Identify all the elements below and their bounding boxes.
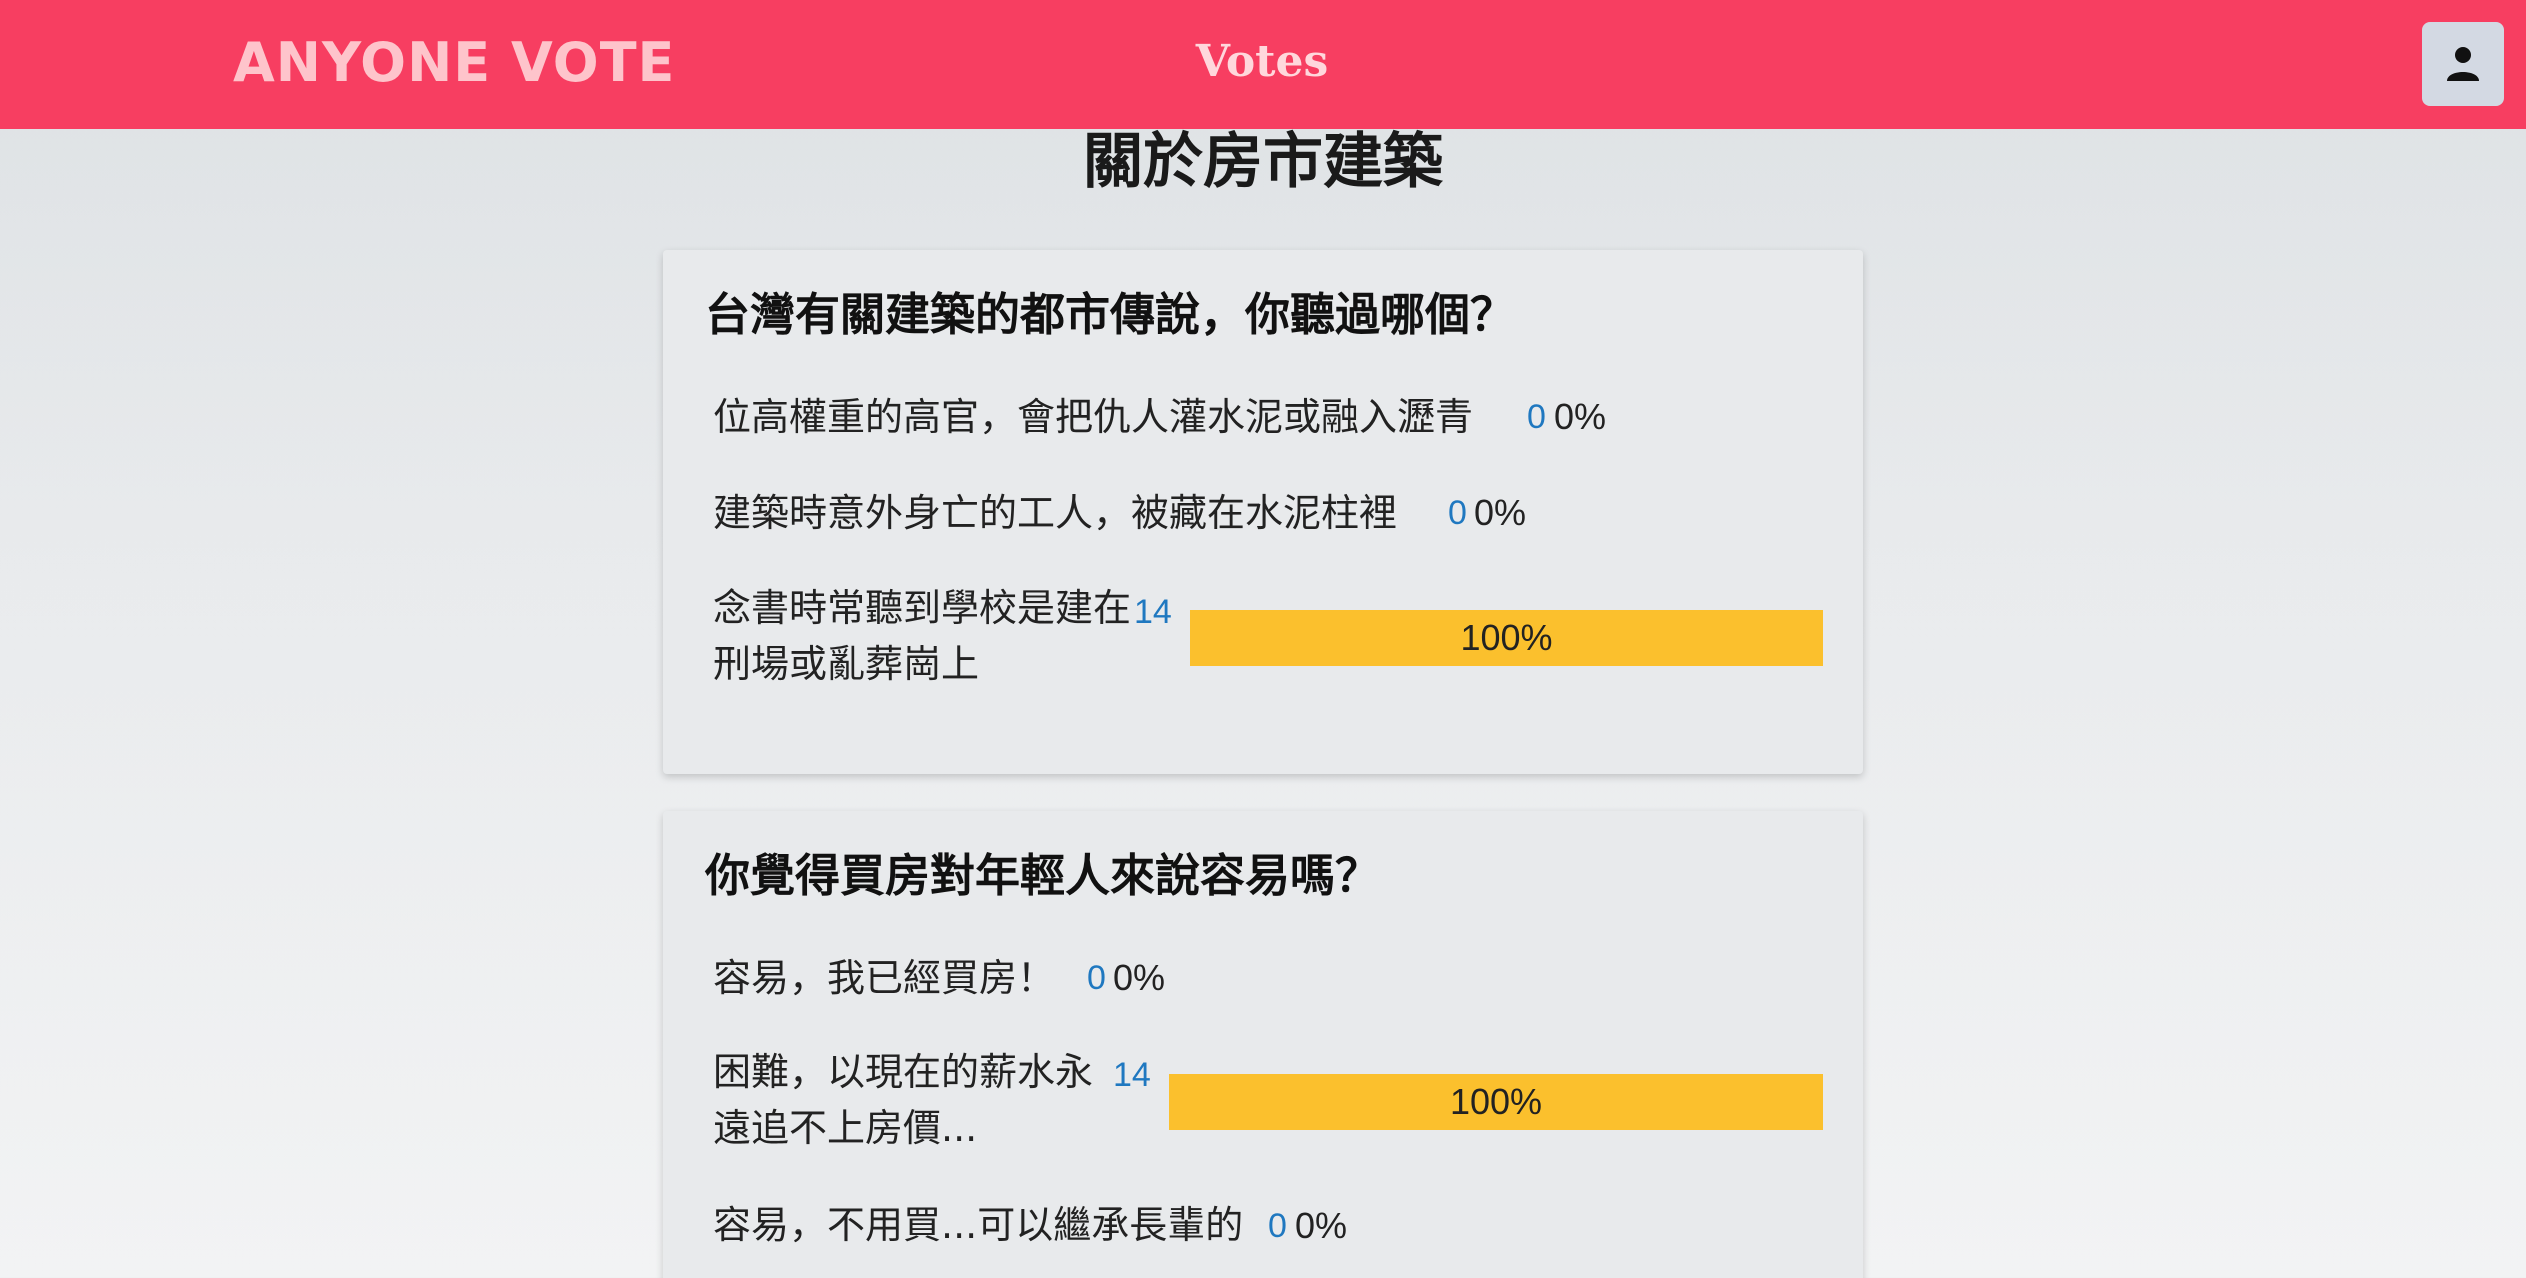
nav-votes-link[interactable]: Votes (1195, 36, 1329, 87)
brand-logo[interactable]: ANYONE VOTE (233, 31, 676, 94)
poll-option[interactable]: 念書時常聽到學校是建在刑場或亂葬崗上 (713, 580, 1133, 692)
poll-question: 台灣有關建築的都市傳說，你聽過哪個？ (705, 288, 1516, 341)
poll-option[interactable]: 容易，我已經買房！ (713, 950, 1055, 1006)
vote-percent: 0% (1113, 957, 1166, 998)
vote-bar: 100% (1169, 1074, 1823, 1130)
option-label: 容易，我已經買房！ (713, 956, 1056, 1000)
poll-question: 你覺得買房對年輕人來說容易嗎？ (705, 849, 1381, 902)
option-label: 建築時意外身亡的工人，被藏在水泥柱裡 (713, 491, 1398, 535)
bar-percent: 100% (1449, 1081, 1543, 1122)
top-navbar: ANYONE VOTE Votes (0, 0, 2526, 129)
person-icon (2447, 47, 2479, 81)
vote-count: 14 (1113, 1056, 1151, 1094)
vote-count: 0 (1448, 494, 1467, 532)
poll-card: 你覺得買房對年輕人來說容易嗎？ 容易，我已經買房！ 0 0% 困難，以現在的薪水… (663, 811, 1863, 1278)
option-label: 困難，以現在的薪水永遠追不上房價... (713, 1050, 1094, 1150)
vote-percent: 0% (1474, 492, 1527, 533)
poll-option[interactable]: 位高權重的高官，會把仇人灌水泥或融入瀝青 (713, 389, 1473, 445)
option-label: 念書時常聽到學校是建在刑場或亂葬崗上 (713, 586, 1132, 686)
bar-percent: 100% (1460, 617, 1553, 658)
poll-option[interactable]: 容易，不用買...可以繼承長輩的 (713, 1197, 1243, 1253)
vote-percent: 0% (1295, 1205, 1348, 1246)
page-title: 關於房市建築 (1083, 127, 1443, 197)
vote-count: 0 (1527, 398, 1546, 436)
poll-option[interactable]: 建築時意外身亡的工人，被藏在水泥柱裡 (713, 485, 1397, 541)
vote-bar: 100% (1190, 610, 1823, 666)
vote-percent: 0% (1554, 396, 1607, 437)
user-menu-button[interactable] (2422, 22, 2504, 106)
vote-count: 0 (1268, 1207, 1287, 1245)
option-label: 位高權重的高官，會把仇人灌水泥或融入瀝青 (713, 395, 1474, 439)
poll-card: 台灣有關建築的都市傳說，你聽過哪個？ 位高權重的高官，會把仇人灌水泥或融入瀝青 … (663, 250, 1863, 774)
poll-option[interactable]: 困難，以現在的薪水永遠追不上房價... (713, 1044, 1103, 1156)
option-label: 容易，不用買...可以繼承長輩的 (713, 1203, 1244, 1247)
vote-count: 14 (1134, 593, 1172, 631)
vote-count: 0 (1087, 959, 1106, 997)
